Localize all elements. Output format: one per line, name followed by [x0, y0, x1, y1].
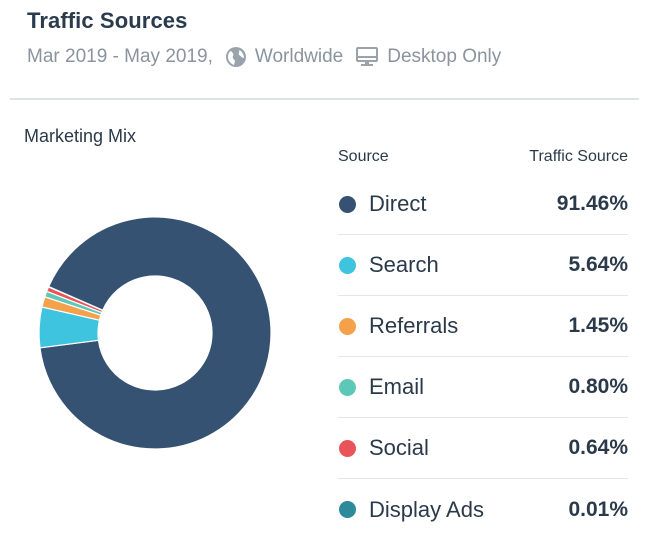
legend-row-email: Email 0.80% — [338, 357, 628, 418]
traffic-source-column-header: Traffic Source — [529, 148, 628, 165]
legend-dot-email — [339, 378, 356, 396]
legend-value-search: 5.64% — [568, 253, 628, 276]
legend-row-social: Social 0.64% — [338, 418, 628, 479]
legend-dot-direct — [339, 195, 356, 213]
legend-dot-referrals — [339, 317, 356, 335]
legend-value-direct: 91.46% — [556, 192, 628, 215]
donut-slice-direct — [39, 216, 272, 450]
legend-label-direct: Direct — [369, 191, 427, 216]
legend-rows: Direct 91.46% Search 5.64% Referrals 1.45% Ema… — [338, 174, 628, 540]
region-label: Worldwide — [254, 46, 344, 67]
date-range: Mar 2019 - May 2019, — [27, 46, 213, 67]
header-divider — [10, 98, 639, 100]
legend-dot-display-ads — [339, 501, 356, 518]
legend-item: Referrals — [338, 313, 458, 339]
legend-label-email: Email — [369, 374, 425, 399]
legend-row-display-ads: Display Ads 0.01% — [338, 479, 628, 540]
source-column-header: Source — [338, 148, 389, 165]
legend-value-email: 0.80% — [568, 375, 628, 398]
legend-dot-social — [339, 439, 356, 457]
legend-dot-search — [339, 256, 356, 274]
desktop-monitor-icon — [355, 46, 379, 68]
legend-value-display-ads: 0.01% — [568, 497, 628, 521]
legend-item: Display Ads — [338, 497, 484, 523]
page-title: Traffic Sources — [27, 8, 188, 33]
legend-header: Source Traffic Source — [338, 148, 628, 174]
header-meta: Mar 2019 - May 2019, Worldwide Desktop O… — [27, 46, 501, 68]
legend-label-referrals: Referrals — [369, 313, 459, 338]
legend-value-social: 0.64% — [568, 436, 628, 459]
legend-label-display-ads: Display Ads — [369, 496, 484, 522]
legend-row-direct: Direct 91.46% — [338, 174, 628, 235]
legend-table: Source Traffic Source Direct 91.46% Search… — [338, 148, 628, 540]
globe-icon — [225, 46, 247, 68]
device-label: Desktop Only — [387, 46, 502, 67]
legend-row-referrals: Referrals 1.45% — [338, 296, 628, 357]
legend-value-referrals: 1.45% — [568, 314, 628, 337]
legend-label-search: Search — [369, 252, 439, 277]
donut-slice-display-ads — [47, 285, 104, 312]
donut-chart — [38, 216, 272, 450]
legend-label-social: Social — [369, 435, 429, 460]
legend-item: Search — [338, 252, 439, 278]
legend-item: Social — [338, 435, 429, 461]
legend-item: Email — [338, 374, 424, 400]
legend-row-search: Search 5.64% — [338, 235, 628, 296]
legend-item: Direct — [338, 191, 426, 217]
chart-title: Marketing Mix — [24, 126, 137, 146]
